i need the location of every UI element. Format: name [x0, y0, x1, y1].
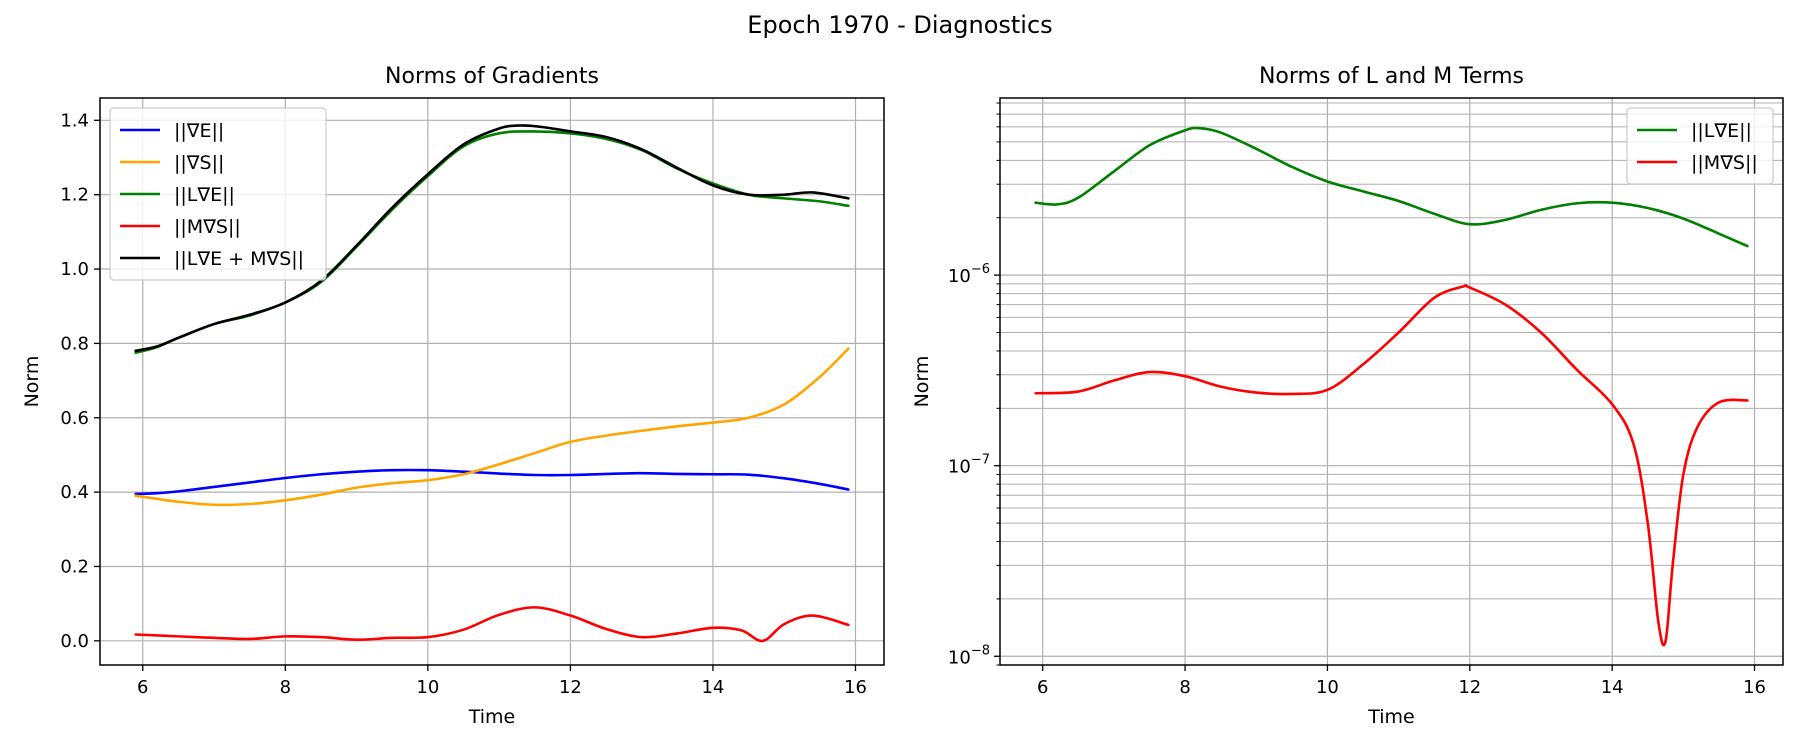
x-tick-label: 14	[701, 677, 724, 698]
y-tick-label: 10−8	[948, 643, 990, 668]
legend: ||L∇E|| ||M∇S||	[1626, 107, 1774, 185]
legend-label: ||M∇S||	[1691, 152, 1758, 174]
x-tick-label: 10	[416, 677, 439, 698]
y-tick-label: 1.2	[60, 185, 89, 206]
x-tick-label: 8	[280, 677, 291, 698]
series-line	[134, 347, 850, 507]
y-tick-label: 0.8	[60, 333, 89, 354]
y-tick-label: 10−7	[948, 453, 990, 478]
legend-box	[1626, 107, 1774, 185]
legend-label: ||∇S||	[174, 152, 224, 174]
legend-label: ||L∇E||	[174, 184, 235, 206]
y-tick-label: 1.4	[60, 110, 89, 131]
x-tick-label: 16	[1743, 677, 1766, 698]
y-axis-label: Norm	[911, 356, 933, 408]
legend-label: ||M∇S||	[174, 216, 241, 238]
series-line	[134, 468, 850, 496]
x-tick-label: 12	[559, 677, 582, 698]
x-tick-label: 14	[1601, 677, 1624, 698]
l-m-terms-plot: 6 8 10 12 14 16 10−8 10−7 10−6 Norms of L and M T…	[911, 64, 1784, 728]
legend-label: ||L∇E||	[1691, 120, 1752, 142]
plot-frame	[99, 97, 885, 666]
x-tick-label: 8	[1179, 677, 1190, 698]
legend-box	[109, 107, 327, 281]
y-tick-label: 0.6	[60, 408, 89, 429]
y-axis-label: Norm	[21, 356, 43, 408]
series-line	[134, 606, 850, 643]
x-axis-label: Time	[1367, 706, 1415, 728]
y-tick-label: 0.4	[60, 482, 89, 503]
series-line	[1034, 126, 1749, 248]
x-tick-label: 16	[844, 677, 867, 698]
x-tick-label: 6	[137, 677, 148, 698]
x-tick-label: 10	[1316, 677, 1339, 698]
legend-label: ||L∇E + M∇S||	[174, 248, 304, 270]
y-tick-label: 1.0	[60, 259, 89, 280]
series-line	[134, 124, 850, 353]
series-lines	[134, 124, 850, 643]
y-tick-label: 0.0	[60, 631, 89, 652]
x-axis-label: Time	[468, 706, 516, 728]
plot-title: Norms of Gradients	[385, 64, 599, 89]
gradients-norms-plot: 6 8 10 12 14 16 0.0 0.2 0.4 0.6 0.8 1.0 1.2 1.4 Norms …	[21, 64, 885, 728]
plot-title: Norms of L and M Terms	[1259, 64, 1524, 89]
series-lines	[1034, 126, 1749, 647]
y-tick-label: 0.2	[60, 556, 89, 577]
x-tick-label: 6	[1037, 677, 1048, 698]
x-tick-label: 12	[1458, 677, 1481, 698]
legend-label: ||∇E||	[174, 120, 224, 142]
plot-frame	[999, 97, 1784, 666]
figure-title: Epoch 1970 - Diagnostics	[747, 11, 1052, 39]
series-line	[1034, 284, 1749, 647]
y-tick-label: 10−6	[948, 262, 990, 287]
legend: ||∇E|| ||∇S|| ||L∇E|| ||M∇S|| ||L∇E + M∇S||	[109, 107, 327, 281]
